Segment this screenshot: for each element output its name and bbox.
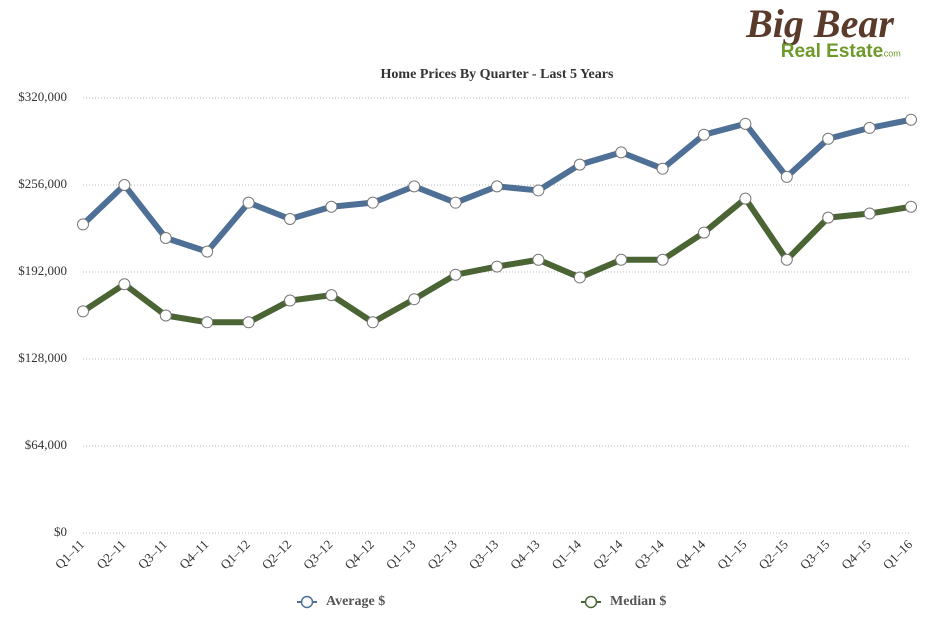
chart-title: Home Prices By Quarter - Last 5 Years xyxy=(381,67,614,82)
legend-label: Average $ xyxy=(326,594,385,609)
x-tick-label: Q2–12 xyxy=(259,537,295,573)
data-point xyxy=(242,196,255,209)
logo-subtitle: Real Estate xyxy=(781,41,883,62)
y-tick-label: $192,000 xyxy=(18,263,67,278)
data-point xyxy=(449,268,462,281)
data-point xyxy=(77,218,89,231)
x-tick-label: Q1–15 xyxy=(714,537,750,573)
y-tick-label: $64,000 xyxy=(25,437,67,452)
logo-suffix: .com xyxy=(881,48,901,58)
data-point xyxy=(780,253,793,266)
y-tick-label: $320,000 xyxy=(18,89,67,104)
x-tick-label: Q2–15 xyxy=(755,537,791,573)
data-point xyxy=(366,316,379,329)
data-point xyxy=(201,245,214,258)
data-point xyxy=(201,316,214,329)
x-tick-label: Q3–11 xyxy=(135,537,170,572)
x-tick-label: Q3–14 xyxy=(631,536,667,572)
data-point xyxy=(905,113,917,126)
x-tick-label: Q3–15 xyxy=(797,537,833,573)
x-tick-label: Q3–12 xyxy=(300,537,336,573)
x-tick-label: Q4–14 xyxy=(673,536,709,572)
data-point xyxy=(573,271,586,284)
data-point xyxy=(698,226,710,239)
x-tick-label: Q4–13 xyxy=(507,537,543,573)
data-point xyxy=(573,158,586,171)
data-point xyxy=(366,196,379,209)
data-point xyxy=(656,253,669,266)
data-point xyxy=(822,132,835,145)
legend-marker xyxy=(584,595,598,609)
data-point xyxy=(822,211,835,224)
y-tick-label: $128,000 xyxy=(18,350,67,365)
data-point xyxy=(284,212,296,225)
data-point xyxy=(325,200,338,213)
legend-item: Average $ xyxy=(297,594,385,609)
logo-title: Big Bear xyxy=(745,1,894,46)
legend-marker xyxy=(300,595,314,609)
data-point xyxy=(532,184,545,197)
data-point xyxy=(780,170,793,183)
data-point xyxy=(284,294,296,307)
data-point xyxy=(325,289,338,302)
legend-label: Median $ xyxy=(610,594,666,609)
data-point xyxy=(863,121,876,134)
data-point xyxy=(491,260,503,273)
data-point xyxy=(656,162,669,175)
data-point xyxy=(491,180,503,193)
data-point xyxy=(739,117,752,130)
data-point xyxy=(159,232,172,245)
data-point xyxy=(739,192,752,205)
x-tick-label: Q1–11 xyxy=(52,537,87,572)
legend-item: Median $ xyxy=(581,594,666,609)
x-tick-label: Q2–14 xyxy=(590,536,626,572)
data-point xyxy=(449,196,462,209)
x-tick-label: Q1–13 xyxy=(383,537,419,573)
data-point xyxy=(615,253,628,266)
data-point xyxy=(408,293,421,306)
x-tick-label: Q4–15 xyxy=(838,537,874,573)
data-point xyxy=(905,200,917,213)
y-tick-label: $256,000 xyxy=(18,176,67,191)
data-point xyxy=(408,180,421,193)
x-tick-label: Q4–11 xyxy=(176,537,211,572)
data-point xyxy=(242,316,255,329)
data-point xyxy=(532,253,545,266)
x-tick-label: Q2–13 xyxy=(424,537,460,573)
y-tick-label: $0 xyxy=(54,524,67,539)
data-point xyxy=(118,179,131,191)
x-tick-label: Q1–16 xyxy=(880,536,916,572)
data-point xyxy=(698,128,710,141)
x-tick-label: Q4–12 xyxy=(341,537,377,573)
x-tick-label: Q2–11 xyxy=(93,537,128,572)
data-point xyxy=(77,305,89,318)
data-point xyxy=(615,146,628,159)
data-point xyxy=(159,309,172,322)
x-tick-label: Q1–14 xyxy=(548,536,584,572)
x-tick-label: Q1–12 xyxy=(217,537,253,573)
data-point xyxy=(118,278,131,291)
x-tick-label: Q3–13 xyxy=(466,537,502,573)
data-point xyxy=(863,207,876,220)
